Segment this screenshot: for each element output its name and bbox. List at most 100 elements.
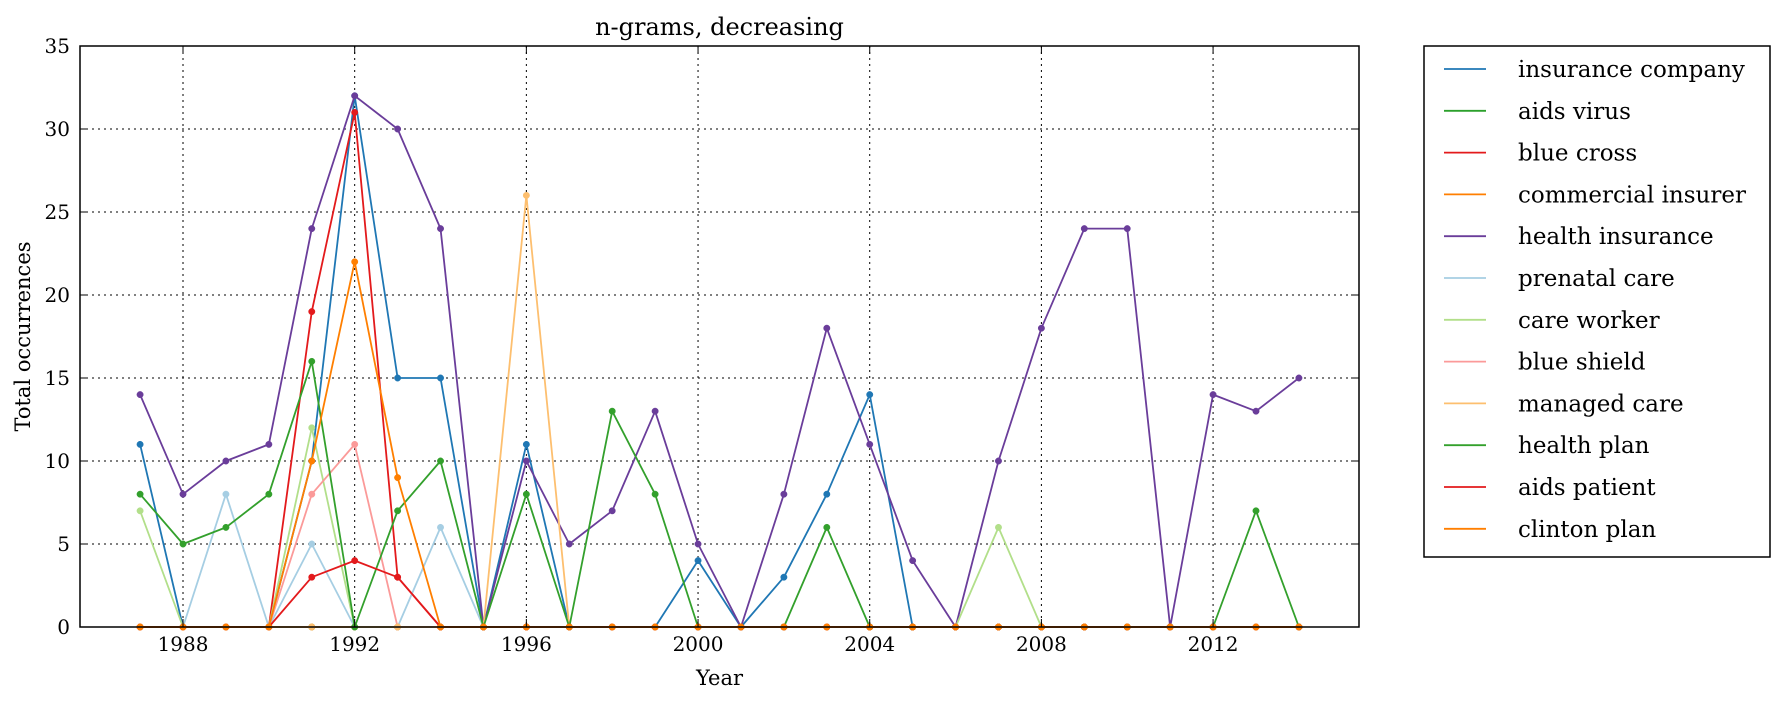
data-point [608, 407, 616, 415]
axis-ticks: 1988 1992 1996 2000 2004 2008 2012 0 5 10 15 20 25 30… [45, 34, 1359, 656]
data-point [522, 191, 530, 199]
x-tick-label: 2012 [1188, 632, 1239, 656]
chart-title: n-grams, decreasing [595, 13, 844, 41]
data-point [308, 540, 316, 548]
series-lines [136, 92, 1303, 631]
data-point [308, 225, 316, 233]
legend-label: blue shield [1518, 350, 1646, 376]
data-point [780, 573, 788, 581]
series-blue-shield [136, 440, 1303, 631]
legend-label: blue cross [1518, 141, 1637, 167]
data-point [136, 490, 144, 498]
data-point [565, 540, 573, 548]
plot-frame [79, 45, 1360, 628]
legend-label: aids patient [1518, 475, 1656, 501]
data-point [522, 457, 530, 465]
gridlines [80, 46, 1359, 627]
data-point [909, 557, 917, 565]
legend-item: aids patient [1444, 475, 1656, 501]
x-tick-label: 2008 [1016, 632, 1067, 656]
data-point [823, 490, 831, 498]
series-line [140, 493, 1299, 628]
x-tick-label: 1996 [501, 632, 552, 656]
data-point [694, 540, 702, 548]
data-point [1252, 507, 1260, 515]
data-point [823, 324, 831, 332]
data-point [394, 507, 402, 515]
legend-item: insurance company [1444, 57, 1745, 83]
legend-label: health insurance [1518, 224, 1714, 250]
series-blue-cross [136, 108, 1303, 631]
series-line [140, 443, 1299, 628]
data-point [437, 457, 444, 465]
data-point [866, 391, 874, 399]
data-point [351, 440, 359, 448]
legend-label: managed care [1518, 391, 1684, 417]
legend-item: blue shield [1444, 350, 1646, 376]
data-point [179, 540, 187, 548]
data-point [351, 92, 359, 100]
data-point [1123, 225, 1131, 233]
x-tick-label: 2000 [673, 632, 724, 656]
data-point [1037, 324, 1045, 332]
data-point [866, 440, 874, 448]
data-point [136, 440, 144, 448]
y-tick-label: 30 [45, 117, 70, 141]
data-point [308, 424, 316, 432]
y-tick-label: 25 [45, 200, 70, 224]
y-tick-label: 35 [45, 34, 70, 58]
data-point [222, 457, 230, 465]
legend-item: care worker [1444, 308, 1660, 334]
legend-label: aids virus [1518, 99, 1631, 125]
data-point [437, 523, 444, 531]
x-tick-label: 1992 [329, 632, 380, 656]
legend-label: insurance company [1518, 57, 1745, 83]
data-point [265, 490, 273, 498]
data-point [780, 490, 788, 498]
y-tick-label: 15 [45, 366, 70, 390]
data-point [522, 490, 530, 498]
data-point [308, 357, 316, 365]
data-point [1295, 374, 1303, 382]
legend-box [1423, 45, 1771, 558]
legend-label: care worker [1518, 308, 1660, 334]
legend-item: clinton plan [1444, 517, 1656, 543]
data-point [222, 490, 230, 498]
data-point [437, 225, 444, 233]
data-point [308, 490, 316, 498]
y-tick-label: 5 [57, 532, 70, 556]
data-point [179, 490, 187, 498]
legend-item: aids virus [1444, 99, 1631, 125]
data-point [351, 108, 359, 116]
y-axis-label: Total occurrences [11, 241, 35, 431]
legend-item: commercial insurer [1444, 182, 1746, 208]
legend-label: commercial insurer [1518, 182, 1746, 208]
legend-item: prenatal care [1444, 266, 1675, 292]
data-point [694, 557, 702, 565]
data-point [394, 374, 402, 382]
data-point [222, 523, 230, 531]
legend-label: clinton plan [1518, 517, 1656, 543]
data-point [995, 457, 1002, 465]
data-point [308, 457, 316, 465]
series-managed-care [136, 191, 1303, 631]
series-line [140, 194, 1299, 628]
data-point [608, 507, 616, 515]
x-axis-label: Year [695, 666, 744, 690]
data-point [651, 490, 659, 498]
y-tick-label: 0 [57, 615, 70, 639]
legend-item: blue cross [1444, 141, 1637, 167]
data-point [995, 523, 1002, 531]
data-point [394, 573, 402, 581]
legend-label: prenatal care [1518, 266, 1675, 292]
legend-label: health plan [1518, 433, 1650, 459]
data-point [1080, 225, 1088, 233]
y-tick-label: 20 [45, 283, 70, 307]
data-point [308, 573, 316, 581]
data-point [823, 523, 831, 531]
data-point [394, 125, 402, 133]
data-point [351, 557, 359, 565]
data-point [136, 391, 144, 399]
data-point [651, 407, 659, 415]
series-prenatal-care [136, 490, 1303, 631]
